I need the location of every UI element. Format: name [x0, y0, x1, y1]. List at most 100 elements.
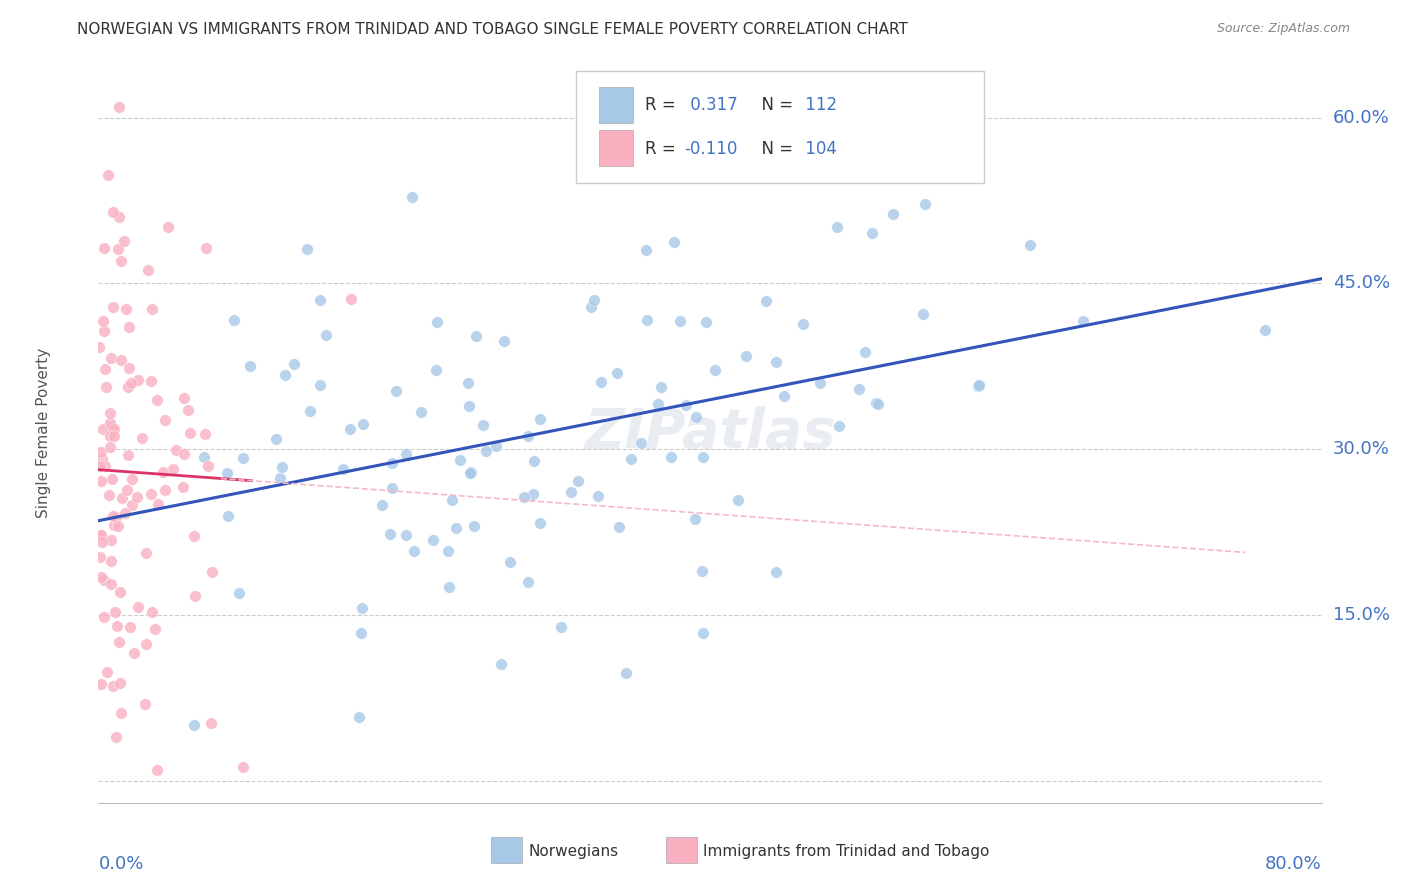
Point: [89, 677, 111, 691]
Point: [96, 665, 118, 680]
Point: [620, 451, 643, 466]
Point: [474, 443, 496, 458]
Point: [103, 429, 125, 443]
Point: [107, 518, 129, 533]
Point: [914, 197, 936, 211]
Point: [117, 380, 139, 394]
Text: 15.0%: 15.0%: [1333, 606, 1389, 624]
Point: [271, 459, 294, 474]
Text: 80.0%: 80.0%: [1265, 855, 1322, 872]
Point: [100, 533, 122, 547]
Point: [100, 420, 122, 434]
Point: [104, 606, 127, 620]
Point: [110, 706, 132, 720]
Point: [90, 451, 112, 466]
Point: [529, 516, 551, 531]
Point: [110, 254, 132, 268]
Text: 0.317: 0.317: [685, 96, 738, 114]
Point: [152, 465, 174, 479]
Point: [232, 760, 254, 774]
Point: [269, 471, 291, 485]
Point: [485, 439, 508, 453]
Point: [121, 472, 143, 486]
Text: R =: R =: [645, 140, 682, 158]
Point: [370, 498, 392, 512]
Point: [523, 454, 546, 468]
Point: [636, 313, 658, 327]
Point: [828, 419, 851, 434]
Point: [91, 313, 114, 327]
Point: [122, 646, 145, 660]
Text: 30.0%: 30.0%: [1333, 440, 1389, 458]
Point: [339, 292, 361, 306]
Point: [135, 546, 157, 560]
Point: [463, 519, 485, 533]
Point: [193, 450, 215, 464]
Point: [1018, 238, 1040, 252]
Point: [516, 428, 538, 442]
Point: [350, 626, 373, 640]
Point: [659, 450, 682, 464]
Point: [332, 462, 354, 476]
Point: [283, 357, 305, 371]
Text: N =: N =: [751, 96, 799, 114]
Point: [90, 445, 112, 459]
Point: [156, 219, 179, 234]
Point: [87, 340, 110, 354]
Point: [395, 528, 418, 542]
Point: [449, 453, 471, 467]
Point: [436, 543, 458, 558]
Point: [232, 451, 254, 466]
Point: [349, 710, 371, 724]
Point: [567, 474, 589, 488]
Text: Single Female Poverty: Single Female Poverty: [37, 348, 51, 517]
Point: [636, 243, 658, 257]
Point: [458, 399, 481, 413]
Point: [513, 490, 536, 504]
Point: [89, 550, 111, 565]
Point: [173, 391, 195, 405]
Text: 0.0%: 0.0%: [98, 855, 143, 872]
Point: [499, 556, 522, 570]
Point: [692, 626, 714, 640]
Point: [121, 498, 143, 512]
Point: [911, 307, 934, 321]
Point: [139, 374, 162, 388]
Point: [146, 763, 169, 777]
Point: [384, 384, 406, 398]
Point: [669, 313, 692, 327]
Point: [100, 577, 122, 591]
Point: [882, 207, 904, 221]
Point: [200, 716, 222, 731]
Point: [104, 730, 127, 744]
Point: [734, 349, 756, 363]
Point: [101, 300, 124, 314]
Point: [441, 492, 464, 507]
Point: [489, 657, 512, 671]
Text: Source: ZipAtlas.com: Source: ZipAtlas.com: [1216, 22, 1350, 36]
Point: [215, 466, 238, 480]
Point: [529, 412, 551, 426]
Point: [704, 363, 727, 377]
Point: [118, 620, 141, 634]
Point: [298, 403, 321, 417]
Point: [457, 376, 479, 390]
Point: [239, 359, 262, 374]
Point: [141, 605, 163, 619]
Point: [395, 448, 418, 462]
Point: [755, 293, 778, 308]
Point: [295, 242, 318, 256]
Point: [201, 565, 224, 579]
Point: [183, 718, 205, 732]
Point: [274, 368, 297, 383]
Point: [93, 324, 115, 338]
Point: [773, 389, 796, 403]
Point: [222, 313, 245, 327]
Point: [183, 589, 205, 603]
Point: [97, 488, 120, 502]
Point: [339, 422, 361, 436]
Point: [153, 483, 176, 497]
Point: [127, 600, 149, 615]
Point: [165, 442, 187, 457]
Point: [458, 466, 481, 480]
